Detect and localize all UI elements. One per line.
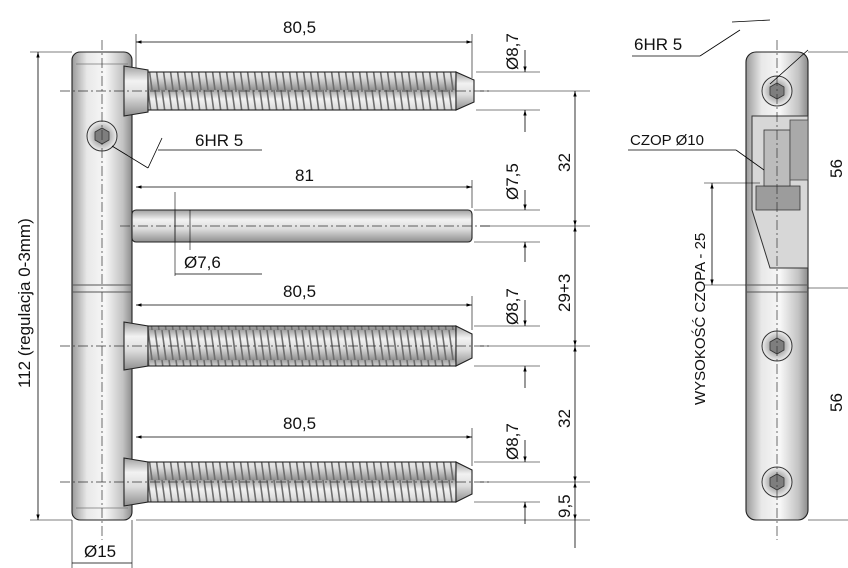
label-hex-left: 6HR 5	[195, 131, 243, 150]
dim-czop-height: WYSOKOŚĆ CZOPA - 25	[691, 182, 760, 405]
dim-halves: 56 56	[808, 51, 848, 521]
callout-hex-left: 6HR 5	[111, 131, 262, 169]
dim-spacing-chain: 32 29+3 32 9,5	[136, 90, 590, 548]
center-lines-left	[60, 40, 490, 540]
dim-total-height: 112 (regulacja 0-3mm)	[15, 51, 72, 521]
dim-screw-bot-dia: Ø8,7	[474, 423, 540, 524]
hinge-barrel	[71, 51, 133, 521]
label-screw-bot-dia: Ø8,7	[503, 423, 522, 460]
label-total-height: 112 (regulacja 0-3mm)	[15, 218, 34, 388]
dim-screw-mid-dia: Ø8,7	[474, 288, 540, 388]
dim-pin-dia-right: Ø7,5	[474, 163, 540, 262]
label-screw-mid-dia: Ø8,7	[503, 288, 522, 325]
label-spacing-bot: 32	[555, 409, 574, 428]
label-upper-half: 56	[827, 159, 846, 178]
dim-screw-mid-length: 80,5	[136, 282, 473, 330]
hinge-side-view	[745, 51, 809, 521]
callout-czop: CZOP Ø10	[628, 132, 765, 171]
label-hex-right: 6HR 5	[634, 35, 682, 54]
dim-barrel-dia: Ø15	[71, 520, 133, 568]
label-pin-dia-right: Ø7,5	[503, 163, 522, 200]
dim-screw-top-length: 80,5	[135, 18, 473, 78]
label-screw-bot-length: 80,5	[283, 414, 316, 433]
dim-screw-bot-length: 80,5	[136, 414, 473, 466]
dim-pin-dia-below: Ø7,6	[174, 192, 262, 276]
label-screw-top-dia: Ø8,7	[503, 33, 522, 70]
label-screw-top-length: 80,5	[283, 18, 316, 37]
label-spacing-mid: 29+3	[555, 274, 574, 312]
label-screw-mid-length: 80,5	[283, 282, 316, 301]
label-czop: CZOP Ø10	[630, 132, 704, 149]
label-spacing-top: 32	[555, 153, 574, 172]
label-lower-half: 56	[827, 393, 846, 412]
dim-screw-top-dia: Ø8,7	[476, 33, 540, 132]
label-pin-length: 81	[295, 166, 314, 185]
label-bottom-offset: 9,5	[555, 494, 574, 518]
label-barrel-dia: Ø15	[84, 542, 116, 561]
callout-hex-right: 6HR 5	[632, 19, 809, 85]
label-czop-height: WYSOKOŚĆ CZOPA - 25	[691, 233, 709, 405]
label-pin-dia-below: Ø7,6	[184, 253, 221, 272]
dim-pin-length: 81	[136, 166, 473, 208]
